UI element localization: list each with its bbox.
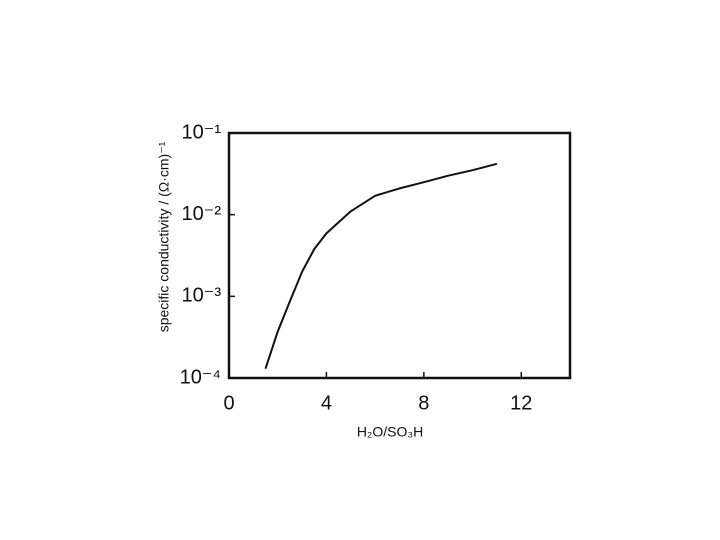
y-tick-label: 10⁻⁴ [180,366,221,388]
y-tick-label: 10⁻¹ [182,121,222,143]
data-line [264,162,498,370]
x-tick-label: 8 [418,392,429,414]
y-tick-label: 10⁻³ [182,285,222,307]
x-tick-label: 0 [223,392,234,414]
y-tick-label: 10⁻² [182,203,222,225]
x-tick-label: 4 [321,392,332,414]
y-axis-label: specific conductivity / (Ω·cm)⁻¹ [156,141,172,332]
plot-frame [227,131,572,380]
x-axis-label: H₂O/SO₃H [357,424,423,440]
x-tick-label: 12 [510,392,532,414]
